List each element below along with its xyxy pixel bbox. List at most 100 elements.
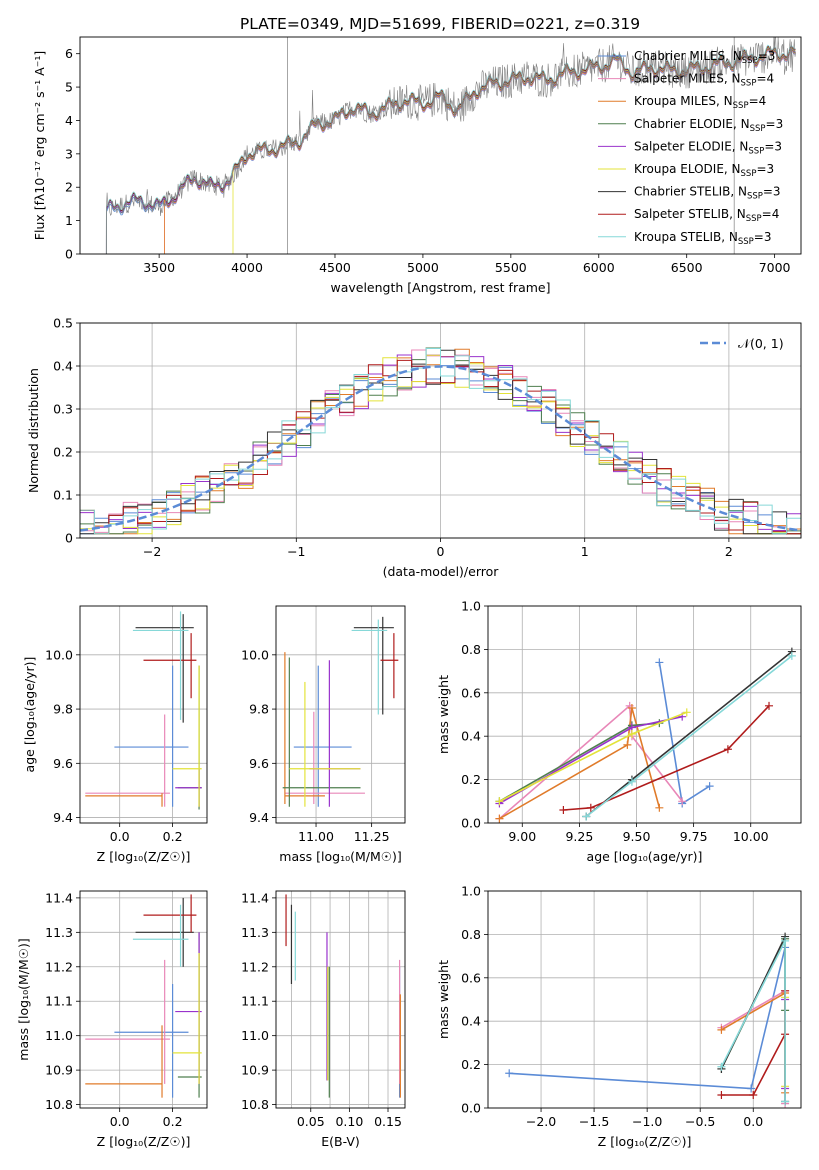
age_vs_mass-plot-area xyxy=(282,616,399,807)
weight_vs_age-point-marker xyxy=(705,782,714,791)
spectrum-x-ticklabel: 5500 xyxy=(495,260,527,275)
spectrum-y-ticklabel: 0 xyxy=(65,247,73,262)
age_vs_Z-x-ticklabel: 0.2 xyxy=(163,829,183,844)
spectrum-legend: Chabrier MILES, NSSP=3 Salpeter MILES, NS… xyxy=(598,49,783,247)
spectrum-legend-subscript: SSP xyxy=(738,237,754,247)
mass_vs_Z-y-ticklabel: 11.3 xyxy=(45,925,73,940)
weight_vs_age-point-marker xyxy=(495,797,504,806)
spectrum-legend-label: Salpeter ELODIE, NSSP=3 xyxy=(634,139,782,156)
weight_vs_age-y-ticklabel: 0.8 xyxy=(461,642,481,657)
spectrum-legend-label: Salpeter MILES, NSSP=4 xyxy=(634,72,774,89)
residuals-y-ticklabel: 0.4 xyxy=(53,359,73,374)
mass_vs_Z-y-ticklabel: 10.8 xyxy=(45,1097,73,1112)
mass_vs_Z-x-label: Z [log₁₀(Z/Z☉)] xyxy=(97,1134,191,1149)
weight_vs_age-x-ticklabel: 10.00 xyxy=(733,829,769,844)
residuals-plot-area xyxy=(80,347,801,535)
spectrum-legend-label: Chabrier STELIB, NSSP=3 xyxy=(634,185,781,202)
spectrum-legend-nssp: =3 xyxy=(754,230,772,244)
weight_vs_Z-x-ticklabel: −0.5 xyxy=(685,1114,715,1129)
spectrum-legend-subscript: SSP xyxy=(733,101,749,111)
spectrum-y-ticklabel: 3 xyxy=(65,146,73,161)
age_vs_Z-y-ticklabel: 9.4 xyxy=(53,810,73,825)
mass_vs_Z-y-ticklabel: 11.0 xyxy=(45,1028,73,1043)
mass_vs_EBV-x-ticklabel: 0.05 xyxy=(297,1114,325,1129)
weight_vs_age-point-marker xyxy=(723,745,732,754)
residuals-x-ticklabel: 0 xyxy=(437,544,445,559)
residuals-y-ticklabel: 0.1 xyxy=(53,488,73,503)
weight_vs_Z-y-ticklabel: 0.4 xyxy=(461,1014,481,1029)
mass_vs_EBV-y-ticklabel: 10.8 xyxy=(241,1097,269,1112)
weight_vs_age-point-marker xyxy=(655,658,664,667)
weight_vs_Z-x-label: Z [log₁₀(Z/Z☉)] xyxy=(598,1134,692,1149)
mass_vs_Z-y-ticklabel: 11.1 xyxy=(45,994,73,1009)
spectrum-legend-label: Kroupa MILES, NSSP=4 xyxy=(634,94,766,111)
mass_vs_EBV-frame xyxy=(275,890,406,1109)
weight_vs_age-y-ticklabel: 1.0 xyxy=(461,599,481,614)
weight_vs_age-x-ticklabel: 9.00 xyxy=(508,829,536,844)
spectrum-legend-label: Salpeter STELIB, NSSP=4 xyxy=(634,207,779,224)
age_vs_mass-y-ticklabel: 9.8 xyxy=(249,702,269,717)
mass_vs_EBV-x-ticklabel: 0.10 xyxy=(335,1114,363,1129)
weight_vs_age-point-marker xyxy=(586,803,595,812)
residuals-legend: 𝒩(0, 1) xyxy=(700,336,784,351)
spectrum-legend-nssp: =4 xyxy=(756,72,774,86)
spectrum-legend-nssp: =3 xyxy=(756,162,774,176)
spectrum-y-ticklabel: 2 xyxy=(65,180,73,195)
weight_vs_Z-point-marker xyxy=(717,1025,726,1034)
residuals-x-ticklabel: 1 xyxy=(581,544,589,559)
weight_vs_age-y-ticklabel: 0.2 xyxy=(461,772,481,787)
weight_vs_Z-point-marker xyxy=(781,936,790,945)
age_vs_mass-y-ticklabel: 9.6 xyxy=(249,756,269,771)
residuals-y-ticklabel: 0 xyxy=(65,531,73,546)
age_vs_mass-y-ticklabel: 9.4 xyxy=(249,810,269,825)
weight_vs_age-y-label: mass weight xyxy=(436,675,451,754)
weight_vs_age-point-marker xyxy=(765,701,774,710)
weight_vs_Z-y-ticklabel: 0.2 xyxy=(461,1057,481,1072)
weight_vs_Z-point-marker xyxy=(747,1084,756,1093)
age_vs_mass-frame xyxy=(275,605,406,824)
weight_vs_age-point-marker xyxy=(582,812,591,821)
mass_vs_Z-axes: 0.0 0.2 10.8 10.9 11.0 11.1 11.2 11.3 11.4 Z [log… xyxy=(16,890,207,1149)
mass_vs_EBV-y-ticklabel: 11.0 xyxy=(241,1028,269,1043)
spectrum-x-ticklabel: 6000 xyxy=(583,260,615,275)
spectrum-y-ticklabel: 1 xyxy=(65,213,73,228)
weight_vs_age-point-marker xyxy=(655,803,664,812)
residuals-axes: −2 −1 0 1 2 0 0.1 0.2 0.3 0.4 0.5 (data-model)/erro… xyxy=(26,316,801,579)
spectrum-axes: 3500 4000 4500 5000 5500 6000 6500 7000 0 1 2 3 4 5 6 w… xyxy=(32,46,791,295)
residuals-y-label: Normed distribution xyxy=(26,368,41,493)
residuals-legend-label: 𝒩(0, 1) xyxy=(738,336,784,351)
spectrum-legend-nssp: =3 xyxy=(758,49,776,63)
weight_vs_age-point-marker xyxy=(682,708,691,717)
weight_vs_Z-point-marker xyxy=(717,1090,726,1099)
mass_vs_EBV-y-ticklabel: 11.2 xyxy=(241,959,269,974)
mass_vs_Z-plot-area xyxy=(85,894,202,1098)
residuals-x-ticklabel: 2 xyxy=(725,544,733,559)
mass_vs_Z-y-ticklabel: 11.4 xyxy=(45,890,73,905)
weight_vs_age-point-marker xyxy=(623,740,632,749)
weight_vs_age-point-marker xyxy=(627,730,636,739)
spectrum-legend-nssp: =4 xyxy=(749,94,767,108)
weight_vs_age-point-marker xyxy=(627,777,636,786)
age_vs_mass-x-label: mass [log₁₀(M/M☉)] xyxy=(279,849,401,864)
spectrum-y-label: Flux [fλ10⁻¹⁷ erg cm⁻² s⁻¹ A⁻¹] xyxy=(32,51,47,240)
age_vs_mass-x-ticklabel: 11.25 xyxy=(354,829,390,844)
age_vs_Z-y-label: age [log₁₀(age/yr)] xyxy=(22,657,37,773)
weight_vs_Z-x-ticklabel: 0.0 xyxy=(743,1114,763,1129)
spectrum-legend-nssp: =4 xyxy=(762,207,780,221)
weight_vs_age-axes: 9.00 9.25 9.50 9.75 10.00 0.0 0.2 0.4 0.6 0.8 1.0 a… xyxy=(436,599,801,864)
spectrum-plot-area xyxy=(105,37,796,254)
age_vs_Z-axes: 0.0 0.2 9.4 9.6 9.8 10.0 Z [log₁₀(Z/Z☉)] age [l… xyxy=(22,606,207,864)
weight_vs_Z-point-marker xyxy=(505,1069,514,1078)
weight_vs_Z-x-ticklabel: −1.5 xyxy=(579,1114,609,1129)
weight_vs_age-y-ticklabel: 0.6 xyxy=(461,685,481,700)
weight_vs_age-x-ticklabel: 9.50 xyxy=(623,829,651,844)
residuals-x-label: (data-model)/error xyxy=(383,564,500,579)
weight_vs_Z-x-ticklabel: −2.0 xyxy=(526,1114,556,1129)
spectrum-x-ticklabel: 7000 xyxy=(759,260,791,275)
weight_vs_Z-y-label: mass weight xyxy=(436,960,451,1039)
spectrum-legend-subscript: SSP xyxy=(741,79,757,89)
residuals-histogram-step xyxy=(80,348,801,535)
spectrum-legend-nssp: =3 xyxy=(766,117,784,131)
spectrum-y-ticklabel: 5 xyxy=(65,80,73,95)
